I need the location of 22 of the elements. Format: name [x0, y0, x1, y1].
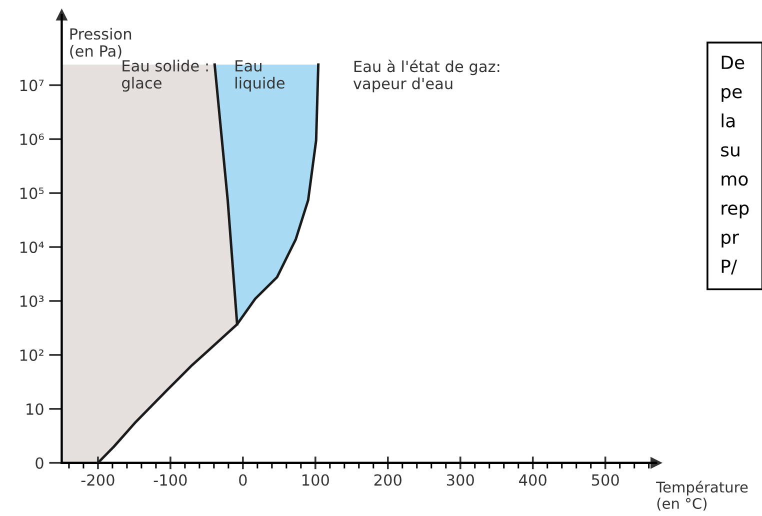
x-tick-label: 200 — [374, 474, 402, 486]
y-tick-label: 10² — [20, 349, 44, 361]
annotation: Eau solide : glace — [122, 60, 208, 92]
y-tick-label: 10⁷ — [20, 80, 44, 92]
x-tick-label: 0 — [239, 474, 247, 486]
x-tick-label: 300 — [446, 474, 474, 486]
text: De pe la su mo rep pr P/ — [721, 56, 749, 275]
y-tick-label: 10⁵ — [20, 188, 44, 200]
x-tick-label: -200 — [81, 474, 114, 486]
annotation: Eau à l'état de gaz: vapeur d'eau — [353, 60, 500, 92]
x-axis-title: Température (en °C) — [656, 480, 748, 511]
y-tick-label: 0 — [36, 457, 44, 469]
x-tick-label: 400 — [519, 474, 546, 486]
x-tick-label: 100 — [302, 474, 329, 486]
y-tick-label: 10⁴ — [20, 241, 44, 254]
x-tick-label: -100 — [154, 474, 187, 486]
y-tick-label: 10 — [26, 403, 44, 415]
annotation: Eau liquide — [236, 60, 284, 92]
y-axis-title: Pression (en Pa) — [70, 28, 132, 59]
y-tick-label: 10³ — [20, 295, 44, 308]
x-tick-label: 500 — [592, 474, 619, 486]
y-tick-label: 10⁶ — [20, 134, 44, 146]
